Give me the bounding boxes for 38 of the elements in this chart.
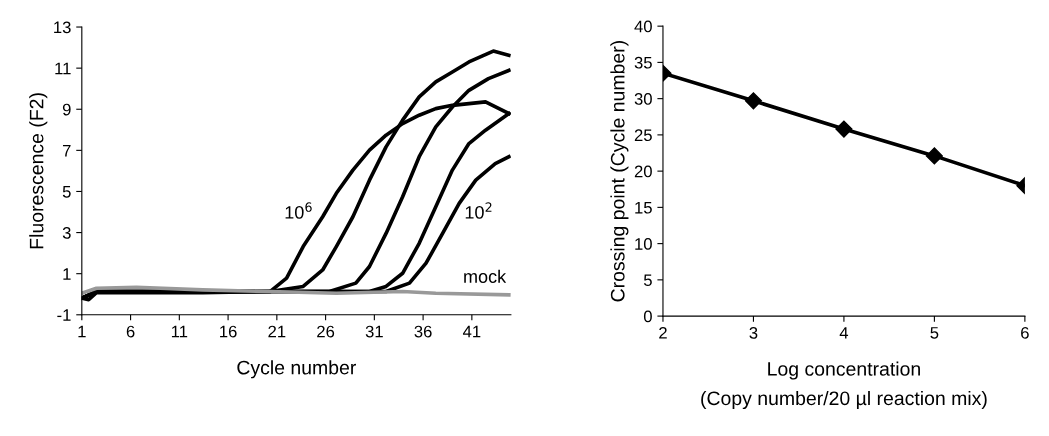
y-axis-title: Fluorescence (F2): [29, 93, 48, 249]
y-tick-label: 10: [635, 238, 652, 250]
y-tick-label: 25: [634, 129, 652, 142]
x-tick-label: 2: [659, 326, 667, 339]
x-tick-label: 11: [171, 325, 188, 338]
x-tick-label: 4: [839, 327, 849, 339]
x-tick-label: 1: [78, 325, 86, 338]
y-tick-label: -1: [57, 309, 71, 321]
y-tick-label: 35: [634, 56, 652, 69]
x-tick-label: 16: [220, 325, 237, 338]
series-label: mock: [464, 269, 507, 283]
x-tick-label: 21: [268, 325, 286, 338]
x-tick-label: 6: [126, 325, 135, 338]
y-tick-label: 5: [643, 274, 652, 287]
x-tick-label: 3: [749, 326, 758, 339]
x-axis-title: Log concentration (Copy number/20 µl reaction mix): [701, 361, 987, 410]
x-tick-label: 5: [930, 327, 939, 339]
y-tick-label: 1: [63, 268, 71, 280]
y-tick-label: 15: [635, 201, 652, 214]
y-tick-label: 5: [62, 186, 71, 198]
y-tick-label: 30: [634, 93, 652, 105]
series-label: 10$^{2}$: [465, 202, 492, 219]
y-tick-label: 0: [643, 310, 652, 323]
series-label: 10$^{6}$: [285, 202, 312, 219]
y-tick-label: 40: [634, 20, 652, 33]
y-tick-label: 11: [55, 62, 71, 75]
x-tick-label: 26: [317, 325, 335, 338]
x-tick-label: 41: [462, 325, 481, 338]
y-tick-label: 9: [62, 103, 71, 116]
y-axis-title: Crossing point (Cycle number): [610, 41, 629, 302]
x-tick-label: 31: [365, 325, 383, 338]
y-tick-label: 3: [62, 226, 71, 239]
y-tick-label: 7: [62, 144, 71, 157]
y-tick-label: 13: [54, 21, 71, 34]
x-axis-title: Cycle number: [237, 360, 356, 379]
x-tick-label: 36: [414, 325, 432, 338]
y-tick-label: 20: [634, 165, 652, 178]
x-tick-label: 6: [1021, 326, 1029, 339]
